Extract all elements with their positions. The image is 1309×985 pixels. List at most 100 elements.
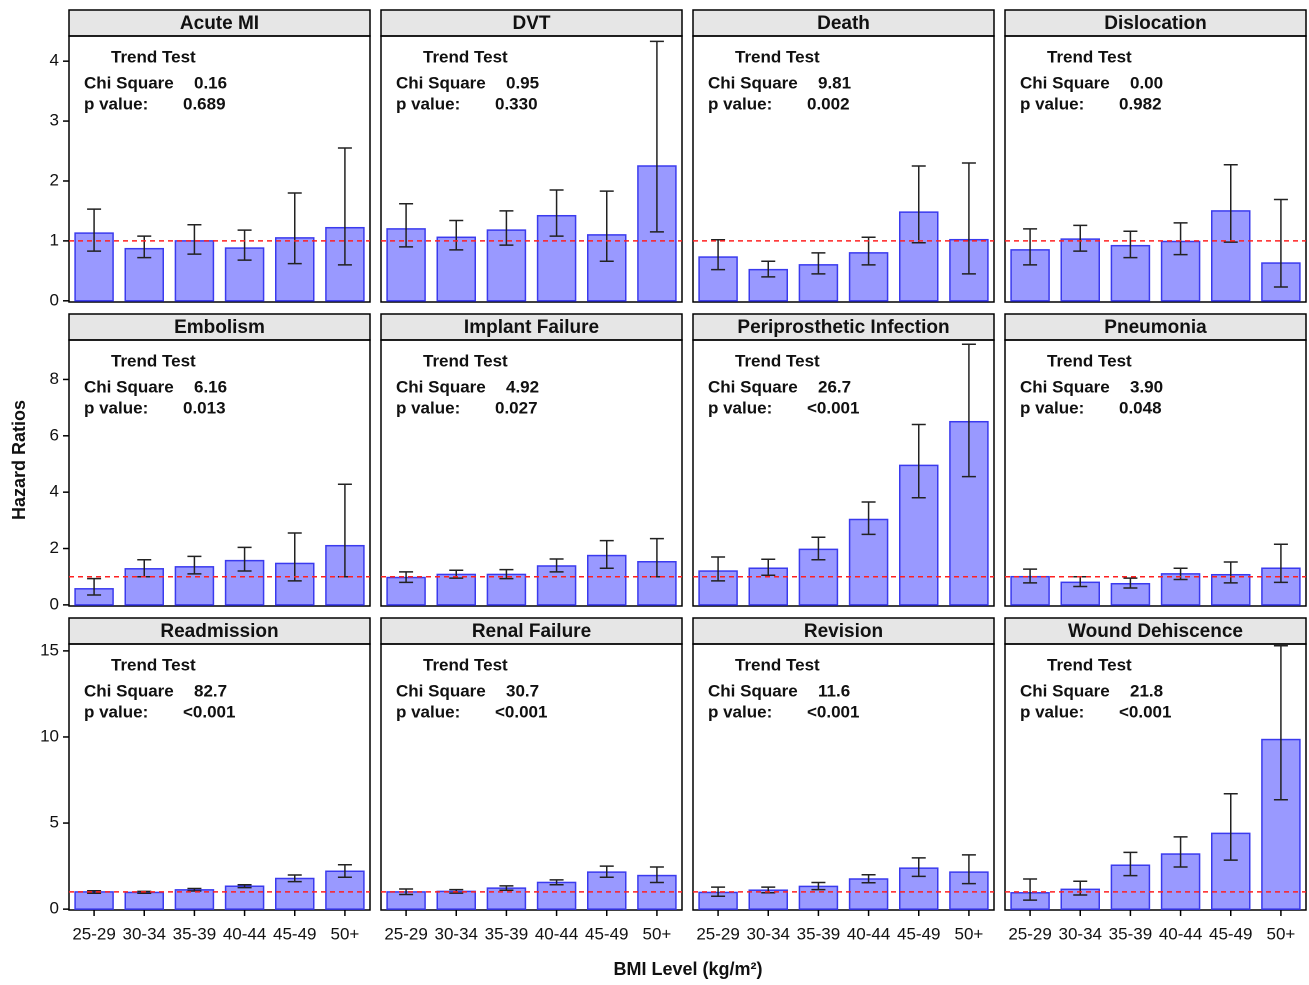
y-tick-label: 2 (50, 538, 59, 557)
y-tick-label: 0 (50, 290, 59, 309)
bar (436, 573, 476, 606)
error-bar (499, 568, 514, 580)
bar (436, 890, 476, 910)
panel-header (68, 617, 371, 645)
annotation-p: 0.027 (495, 398, 538, 417)
annotation-chi-label: Chi Square (84, 681, 174, 700)
error-bar (599, 865, 614, 879)
annotation-p: <0.001 (495, 702, 547, 721)
error-bar (811, 536, 826, 561)
panel-title: Periprosthetic Infection (737, 317, 949, 338)
x-tick-label: 45-49 (897, 924, 940, 943)
error-bar (1273, 198, 1288, 288)
error-bar (961, 162, 976, 275)
x-tick-label: 50+ (642, 924, 671, 943)
annotation-chi: 82.7 (194, 681, 227, 700)
error-bar (87, 889, 102, 895)
error-bar (599, 539, 614, 569)
x-tick-label: 45-49 (273, 924, 316, 943)
error-bar (399, 202, 414, 248)
annotation-heading: Trend Test (423, 47, 508, 66)
panel-header (1004, 617, 1307, 645)
annotation-heading: Trend Test (735, 351, 820, 370)
plot-frame (68, 643, 371, 911)
error-bar (237, 229, 252, 261)
error-bar (711, 556, 726, 582)
plot-frame (692, 339, 995, 607)
annotation-heading: Trend Test (423, 655, 508, 674)
panel-header (380, 9, 683, 37)
error-bar (1223, 561, 1238, 584)
panel-title: Embolism (174, 317, 265, 338)
annotation-p-label: p value: (708, 398, 772, 417)
bar (536, 881, 577, 910)
annotation-p: 0.013 (183, 398, 226, 417)
error-bar (1273, 543, 1288, 584)
x-tick-label: 50+ (1266, 924, 1295, 943)
y-tick-label: 4 (50, 51, 59, 70)
error-bar (237, 883, 252, 889)
annotation-p-label: p value: (708, 94, 772, 113)
error-bar (711, 238, 726, 271)
error-bar (1023, 228, 1038, 266)
error-bar (761, 558, 776, 577)
plot-frame (692, 35, 995, 303)
error-bar (499, 885, 514, 891)
annotation-p-label: p value: (1020, 94, 1084, 113)
x-tick-label: 30-34 (1059, 924, 1102, 943)
error-bar (399, 571, 414, 584)
annotation-p-label: p value: (396, 702, 460, 721)
error-bar (287, 192, 302, 265)
x-tick-label: 40-44 (535, 924, 578, 943)
annotation-chi-label: Chi Square (1020, 377, 1110, 396)
x-tick-label: 25-29 (384, 924, 427, 943)
plot-frame (68, 339, 371, 607)
x-tick-label: 35-39 (173, 924, 216, 943)
error-bar (549, 189, 564, 237)
x-tick-label: 30-34 (435, 924, 478, 943)
annotation-chi: 3.90 (1130, 377, 1163, 396)
plot-frame (1004, 643, 1307, 911)
plot-frame (380, 35, 683, 303)
annotation-chi: 26.7 (818, 377, 851, 396)
panel-header (692, 313, 995, 341)
annotation-chi-label: Chi Square (1020, 73, 1110, 92)
annotation-chi-label: Chi Square (1020, 681, 1110, 700)
error-bar (1073, 224, 1088, 252)
error-bar (1223, 793, 1238, 861)
error-bar (87, 208, 102, 252)
error-bar (187, 223, 202, 255)
bar (587, 871, 627, 910)
error-bar (399, 888, 414, 896)
error-bar (811, 252, 826, 275)
error-bar (1023, 568, 1038, 584)
error-bar (1123, 851, 1138, 877)
annotation-heading: Trend Test (735, 47, 820, 66)
error-bar (1023, 878, 1038, 901)
x-axis-label: BMI Level (kg/m²) (613, 959, 762, 979)
y-tick-label: 15 (40, 640, 59, 659)
error-bar (599, 190, 614, 263)
annotation-chi-label: Chi Square (84, 73, 174, 92)
annotation-heading: Trend Test (735, 655, 820, 674)
x-tick-label: 50+ (954, 924, 983, 943)
error-bar (1123, 577, 1138, 589)
x-tick-label: 40-44 (1159, 924, 1202, 943)
annotation-chi: 4.92 (506, 377, 539, 396)
error-bar (961, 854, 976, 885)
error-bar (911, 165, 926, 244)
annotation-p: <0.001 (807, 398, 859, 417)
bar (74, 891, 114, 910)
annotation-chi: 0.00 (1130, 73, 1163, 92)
error-bar (187, 555, 202, 575)
annotation-chi-label: Chi Square (396, 681, 486, 700)
error-bar (187, 887, 202, 892)
annotation-p: <0.001 (1119, 702, 1171, 721)
plot-frame (1004, 339, 1307, 607)
error-bar (337, 147, 352, 266)
error-bar (449, 219, 464, 251)
error-bar (287, 874, 302, 883)
bar (224, 885, 265, 910)
annotation-p: 0.048 (1119, 398, 1162, 417)
